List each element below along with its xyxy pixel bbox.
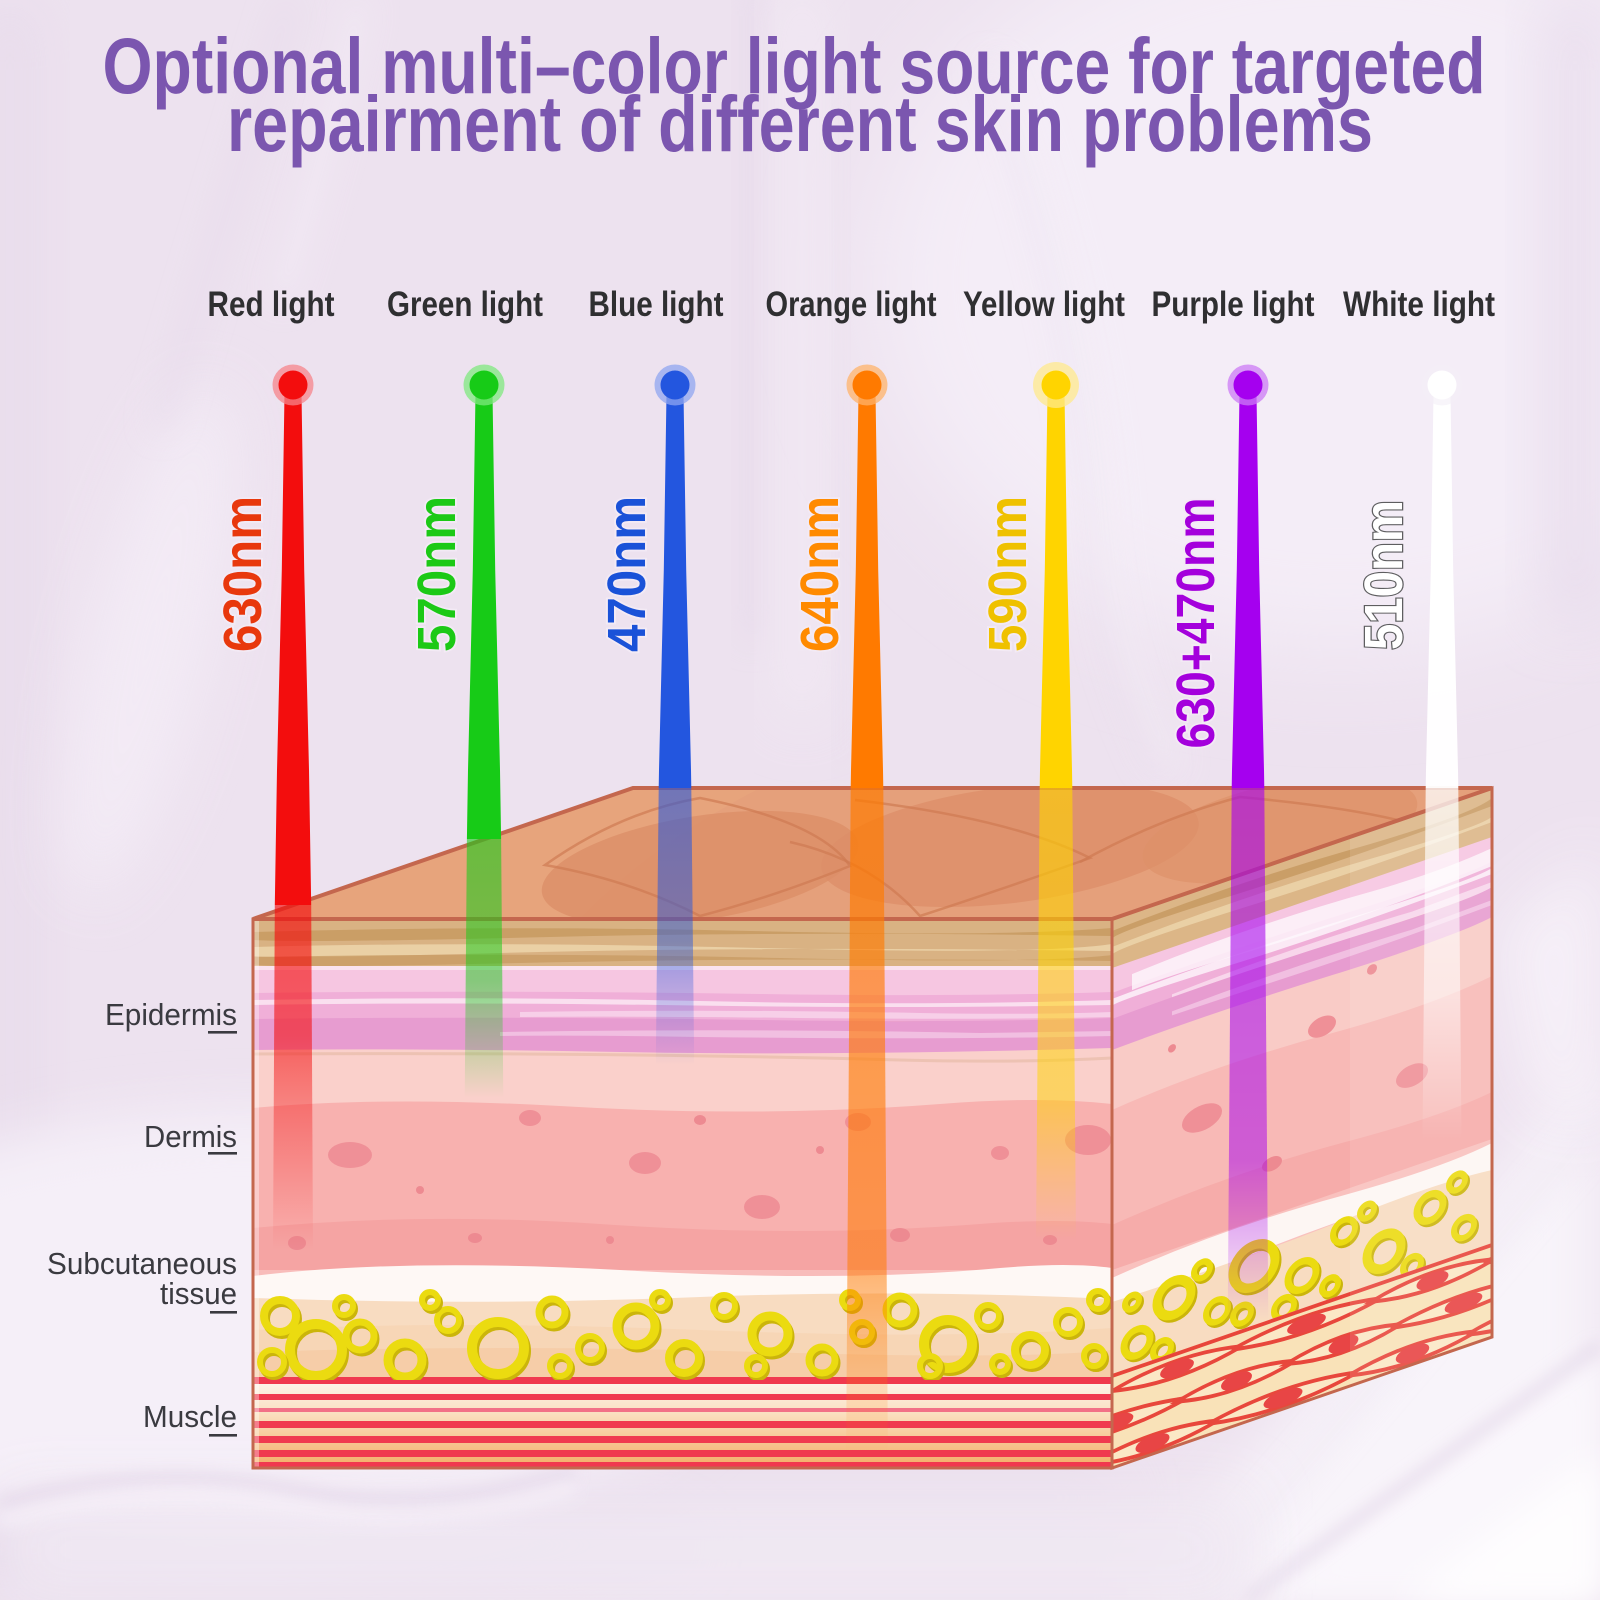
svg-text:630+470nm: 630+470nm bbox=[1166, 498, 1226, 749]
svg-text:Red light: Red light bbox=[208, 285, 335, 324]
svg-text:repairment of different skin p: repairment of different skin problems bbox=[227, 79, 1373, 168]
svg-text:Orange light: Orange light bbox=[766, 285, 937, 324]
svg-text:570nm: 570nm bbox=[407, 496, 467, 652]
svg-text:Muscle: Muscle bbox=[143, 1399, 237, 1434]
svg-text:470nm: 470nm bbox=[597, 496, 657, 652]
svg-text:Epidermis: Epidermis bbox=[105, 997, 237, 1032]
svg-text:White light: White light bbox=[1343, 285, 1495, 324]
svg-text:590nm: 590nm bbox=[978, 496, 1038, 652]
svg-text:Subcutaneous: Subcutaneous bbox=[47, 1246, 237, 1281]
svg-text:Yellow light: Yellow light bbox=[963, 285, 1125, 324]
svg-text:Blue light: Blue light bbox=[589, 285, 724, 324]
svg-text:Optional multi–color light sou: Optional multi–color light source for ta… bbox=[103, 21, 1486, 110]
svg-text:640nm: 640nm bbox=[790, 496, 850, 652]
svg-text:630nm: 630nm bbox=[213, 496, 273, 652]
svg-text:Dermis: Dermis bbox=[144, 1119, 237, 1154]
svg-text:Purple light: Purple light bbox=[1152, 285, 1315, 324]
svg-text:510nm: 510nm bbox=[1354, 500, 1414, 650]
svg-text:tissue: tissue bbox=[160, 1276, 237, 1311]
svg-text:Green light: Green light bbox=[387, 285, 543, 324]
